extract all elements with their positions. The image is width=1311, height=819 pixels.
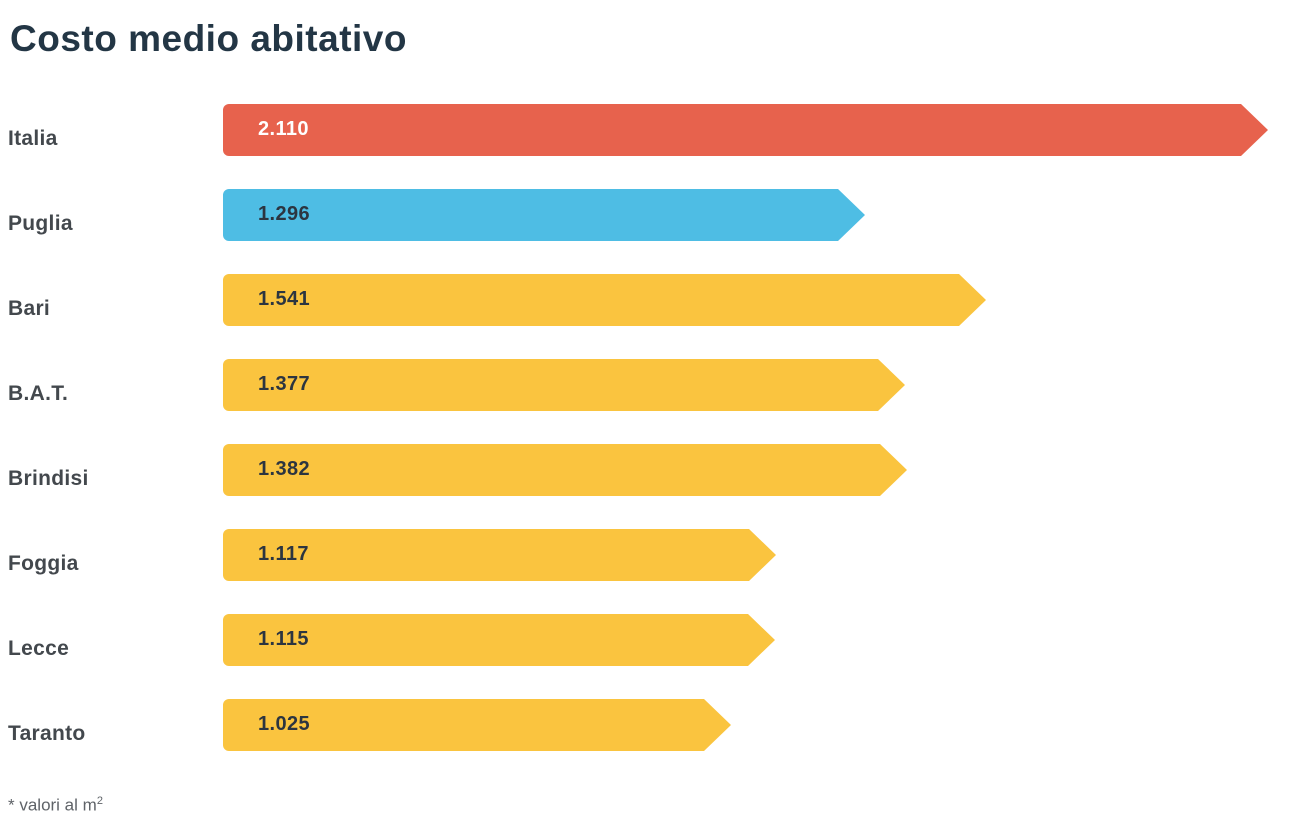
bar-arrow-tip <box>837 188 865 241</box>
bar-value-label: 1.382 <box>258 458 311 480</box>
chart-row: Italia 2.110 <box>0 87 1311 172</box>
bar-arrow-tip <box>748 613 776 666</box>
bar-value-label: 1.377 <box>258 373 311 395</box>
bar: 2.110 <box>223 103 1268 156</box>
bar-value-label: 1.541 <box>258 288 311 310</box>
chart-row: Lecce 1.115 <box>0 597 1311 682</box>
bar-arrow-tip <box>959 273 987 326</box>
category-label: Italia <box>8 126 58 150</box>
chart-row: B.A.T. 1.377 <box>0 342 1311 427</box>
chart-row: Bari 1.541 <box>0 257 1311 342</box>
bar-body: 1.377 <box>223 358 878 411</box>
bar-value-label: 2.110 <box>258 118 309 140</box>
unit-footnote: * valori al m2 <box>8 795 1311 816</box>
category-label: Taranto <box>8 721 86 745</box>
bar-body: 1.296 <box>223 188 838 241</box>
bar-value-label: 1.115 <box>258 628 309 650</box>
category-label: Bari <box>8 296 51 320</box>
bar: 1.541 <box>223 273 987 326</box>
bar-arrow-tip <box>749 528 777 581</box>
bar: 1.117 <box>223 528 777 581</box>
bar-chart: Italia 2.110 Puglia 1.296 Bari 1.541 B.A… <box>0 87 1311 767</box>
category-label: B.A.T. <box>8 381 69 405</box>
chart-row: Brindisi 1.382 <box>0 427 1311 512</box>
bar-arrow-tip <box>880 443 908 496</box>
category-label: Brindisi <box>8 466 89 490</box>
bar: 1.296 <box>223 188 865 241</box>
chart-row: Puglia 1.296 <box>0 172 1311 257</box>
bar-arrow-tip <box>703 698 731 751</box>
bar: 1.382 <box>223 443 908 496</box>
bar-value-label: 1.296 <box>258 203 311 225</box>
bar: 1.115 <box>223 613 776 666</box>
unit-footnote-superscript: 2 <box>96 795 103 807</box>
bar-body: 1.115 <box>223 613 749 666</box>
category-label: Puglia <box>8 211 73 235</box>
bar-body: 1.541 <box>223 273 960 326</box>
bar-body: 1.382 <box>223 443 881 496</box>
bar-body: 1.025 <box>223 698 704 751</box>
bar-body: 2.110 <box>223 103 1241 156</box>
bar-value-label: 1.117 <box>258 543 309 565</box>
bar-arrow-tip <box>877 358 905 411</box>
unit-footnote-text: * valori al m <box>8 795 97 815</box>
category-label: Foggia <box>8 551 79 575</box>
bar-body: 1.117 <box>223 528 750 581</box>
bar: 1.377 <box>223 358 905 411</box>
category-label: Lecce <box>8 636 70 660</box>
chart-row: Foggia 1.117 <box>0 512 1311 597</box>
bar-value-label: 1.025 <box>258 713 311 735</box>
chart-title: Costo medio abitativo <box>10 18 407 59</box>
bar-arrow-tip <box>1241 103 1268 156</box>
bar: 1.025 <box>223 698 731 751</box>
chart-row: Taranto 1.025 <box>0 682 1311 767</box>
